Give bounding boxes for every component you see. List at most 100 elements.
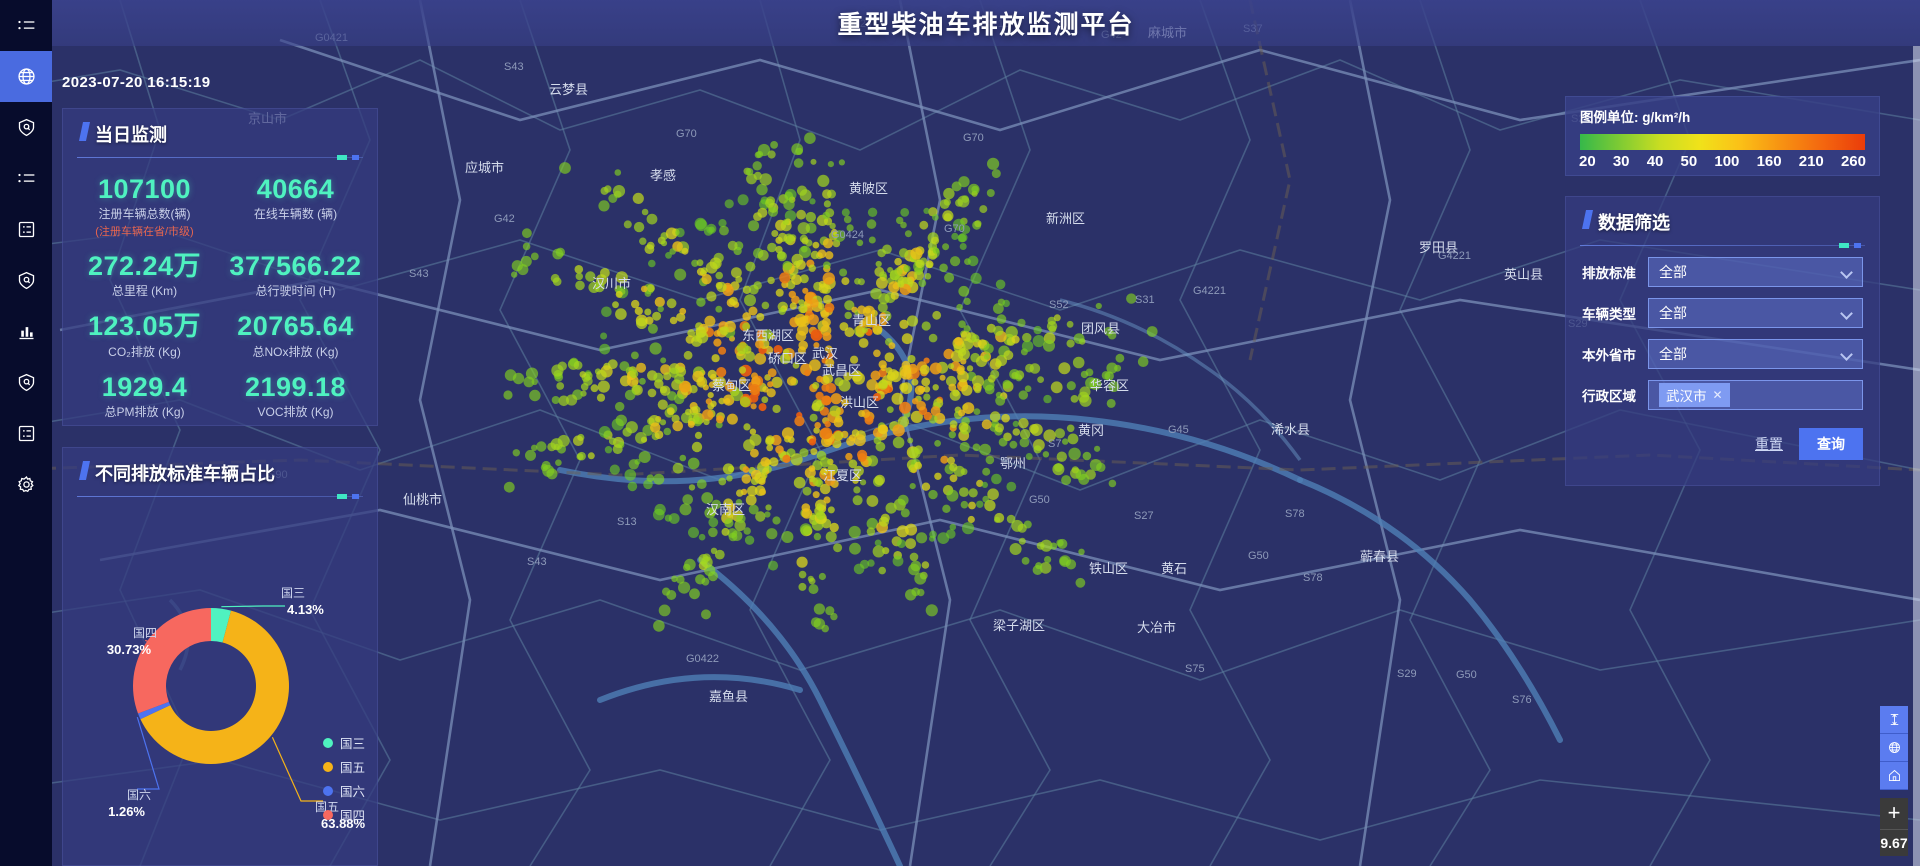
heatmap-point	[731, 389, 743, 402]
heatmap-point	[678, 581, 691, 594]
heatmap-point	[1106, 398, 1116, 408]
heatmap-point	[1018, 390, 1028, 400]
sidebar-item-menu-list[interactable]	[0, 0, 52, 51]
heatmap-point	[981, 481, 989, 488]
close-icon[interactable]: ✕	[1712, 388, 1723, 402]
heatmap-point	[727, 240, 738, 251]
heatmap-point	[848, 459, 858, 469]
zoom-in-button[interactable]: +	[1880, 798, 1908, 830]
heatmap-point	[937, 532, 950, 544]
chevron-down-icon[interactable]	[1840, 307, 1853, 320]
heatmap-point	[1001, 413, 1010, 423]
filter-tag[interactable]: 武汉市 ✕	[1659, 383, 1730, 407]
heatmap-point	[584, 371, 593, 381]
heatmap-point	[1025, 363, 1034, 373]
heatmap-point	[944, 272, 955, 283]
heatmap-point	[590, 384, 599, 393]
donut-slice[interactable]	[140, 610, 289, 764]
heatmap-point	[767, 276, 775, 285]
heatmap-point	[679, 307, 687, 315]
heatmap-point	[957, 348, 970, 361]
heatmap-point	[1075, 577, 1086, 588]
heatmap-point	[923, 357, 930, 364]
legend-item[interactable]: 国五	[322, 757, 365, 776]
heatmap-point	[942, 243, 950, 251]
heatmap-point	[930, 406, 941, 416]
heatmap-point	[809, 298, 819, 308]
sidebar-item-report-1[interactable]	[0, 204, 52, 255]
heatmap-point	[791, 253, 804, 266]
heatmap-point	[631, 299, 640, 309]
heatmap-point	[880, 364, 887, 372]
donut-category-label: 国六	[127, 788, 151, 802]
stat-label: CO₂排放 (Kg)	[108, 344, 181, 359]
donut-chart[interactable]: 国三 4.13% 国五 63.88% 国六 1.26% 国四 30.73%	[63, 511, 379, 841]
heatmap-point	[908, 563, 920, 576]
donut-slice[interactable]	[138, 701, 171, 720]
divider-dot-blue	[352, 155, 359, 160]
stat-sublabel: (注册车辆在省/市级)	[95, 226, 194, 239]
heatmap-point	[949, 523, 957, 531]
heatmap-point	[829, 405, 841, 417]
heatmap-point	[612, 301, 619, 309]
reset-button[interactable]: 重置	[1755, 436, 1783, 452]
heatmap-point	[559, 162, 571, 174]
sidebar-item-settings[interactable]	[0, 459, 52, 510]
donut-chart-area: 国三 4.13% 国五 63.88% 国六 1.26% 国四 30.73% 国三国五国六国四	[63, 497, 379, 857]
heatmap-point	[573, 435, 584, 447]
heatmap-point	[636, 362, 647, 373]
sidebar-item-shield-search-2[interactable]	[0, 255, 52, 306]
filter-label: 行政区域	[1582, 389, 1636, 404]
donut-slice[interactable]	[133, 608, 211, 714]
heatmap-point	[841, 208, 850, 217]
legend-item[interactable]: 国三	[322, 733, 365, 752]
map-tool-buttons	[1880, 706, 1908, 790]
legend-item[interactable]: 国四	[322, 805, 365, 824]
divider-dot-blue	[352, 494, 359, 499]
sidebar-item-report-2[interactable]	[0, 408, 52, 459]
donut-slice[interactable]	[211, 608, 232, 643]
layer-globe-tool-button[interactable]	[1880, 734, 1908, 762]
query-button[interactable]: 查询	[1799, 428, 1863, 460]
heatmap-point	[858, 338, 869, 348]
heatmap-point	[552, 277, 562, 286]
sidebar-item-shield-search-1[interactable]	[0, 102, 52, 153]
heatmap-point	[1017, 318, 1026, 327]
stat-value: 377566.22	[229, 251, 362, 282]
heatmap-point	[872, 545, 885, 558]
heatmap-point	[701, 274, 712, 285]
donut-leader-line	[221, 605, 285, 608]
legend-item[interactable]: 国六	[322, 781, 365, 800]
sidebar-item-analytics[interactable]	[0, 306, 52, 357]
data-filter-panel: 数据筛选 排放标准 全部 车辆类型 全部 本外省市 全部 行政区域 武汉市 ✕ 重置 查询	[1565, 196, 1880, 486]
heatmap-point	[517, 264, 529, 276]
heatmap-point	[657, 399, 668, 410]
home-tool-button[interactable]	[1880, 762, 1908, 790]
chevron-down-icon[interactable]	[1840, 266, 1853, 279]
filter-select[interactable]: 全部	[1648, 257, 1863, 287]
heatmap-point	[739, 396, 751, 408]
heatmap-point	[674, 373, 685, 384]
chevron-down-icon[interactable]	[1840, 348, 1853, 361]
heatmap-point	[1040, 539, 1053, 552]
filter-tag-input[interactable]: 武汉市 ✕	[1648, 380, 1863, 410]
stat-item: 40664 在线车辆数 (辆)	[220, 170, 371, 245]
heatmap-point	[769, 457, 779, 467]
map-road-label: S75	[1185, 663, 1205, 675]
filter-select[interactable]: 全部	[1648, 298, 1863, 328]
heatmap-point	[766, 444, 774, 452]
filter-select[interactable]: 全部	[1648, 339, 1863, 369]
heatmap-point	[900, 368, 912, 380]
sidebar-item-list-2[interactable]	[0, 153, 52, 204]
heatmap-point	[921, 377, 931, 387]
heatmap-point	[812, 382, 820, 390]
heatmap-point	[866, 455, 879, 467]
heatmap-point	[688, 484, 696, 491]
heatmap-point	[1011, 335, 1020, 344]
page-scrollbar[interactable]	[1913, 46, 1920, 866]
sidebar-item-globe[interactable]	[0, 51, 52, 102]
heatmap-point	[797, 346, 806, 355]
sidebar-item-shield-search-3[interactable]	[0, 357, 52, 408]
measure-tool-button[interactable]	[1880, 706, 1908, 734]
heatmap-point	[614, 169, 622, 176]
